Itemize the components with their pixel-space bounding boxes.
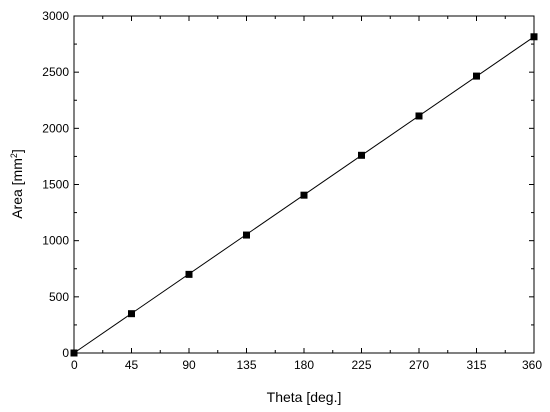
y-axis-title-superscript: 2 (9, 153, 19, 158)
y-tick-label: 2500 (42, 65, 69, 79)
data-point (358, 151, 365, 159)
y-tick-label: 1500 (42, 178, 69, 192)
y-axis-title-main: Area [mm (9, 158, 25, 219)
y-axis-title: Area [mm2] (9, 149, 25, 219)
x-tick-label: 45 (125, 358, 139, 372)
y-axis-title-end: ] (9, 149, 25, 153)
x-axis-title: Theta [deg.] (267, 389, 342, 405)
y-tick-labels: 0 500 1000 1500 2000 2500 3000 (42, 9, 69, 360)
data-point (243, 231, 250, 239)
x-tick-label: 315 (466, 358, 486, 372)
x-tick-label: 135 (236, 358, 256, 372)
x-tick-label: 90 (182, 358, 196, 372)
x-tick-label: 360 (522, 358, 542, 372)
x-tick-label: 225 (351, 358, 371, 372)
x-tick-label: 0 (71, 358, 78, 372)
data-point (530, 33, 538, 41)
plot-frame (73, 15, 535, 354)
y-tick-label: 0 (62, 346, 69, 360)
y-tick-label: 3000 (42, 9, 69, 23)
y-tick-label: 1000 (42, 234, 69, 248)
axis-ticks (73, 15, 535, 354)
data-point (70, 349, 78, 357)
y-tick-label: 500 (49, 290, 69, 304)
data-point (300, 191, 308, 199)
data-point (415, 112, 423, 120)
data-series (70, 33, 538, 357)
data-point (128, 310, 135, 318)
y-tick-label: 2000 (42, 121, 69, 135)
x-tick-labels: 0 45 90 135 180 225 270 315 360 (71, 358, 542, 372)
data-point (473, 72, 480, 80)
x-tick-label: 180 (294, 358, 314, 372)
data-point (185, 270, 193, 278)
x-tick-label: 270 (409, 358, 429, 372)
